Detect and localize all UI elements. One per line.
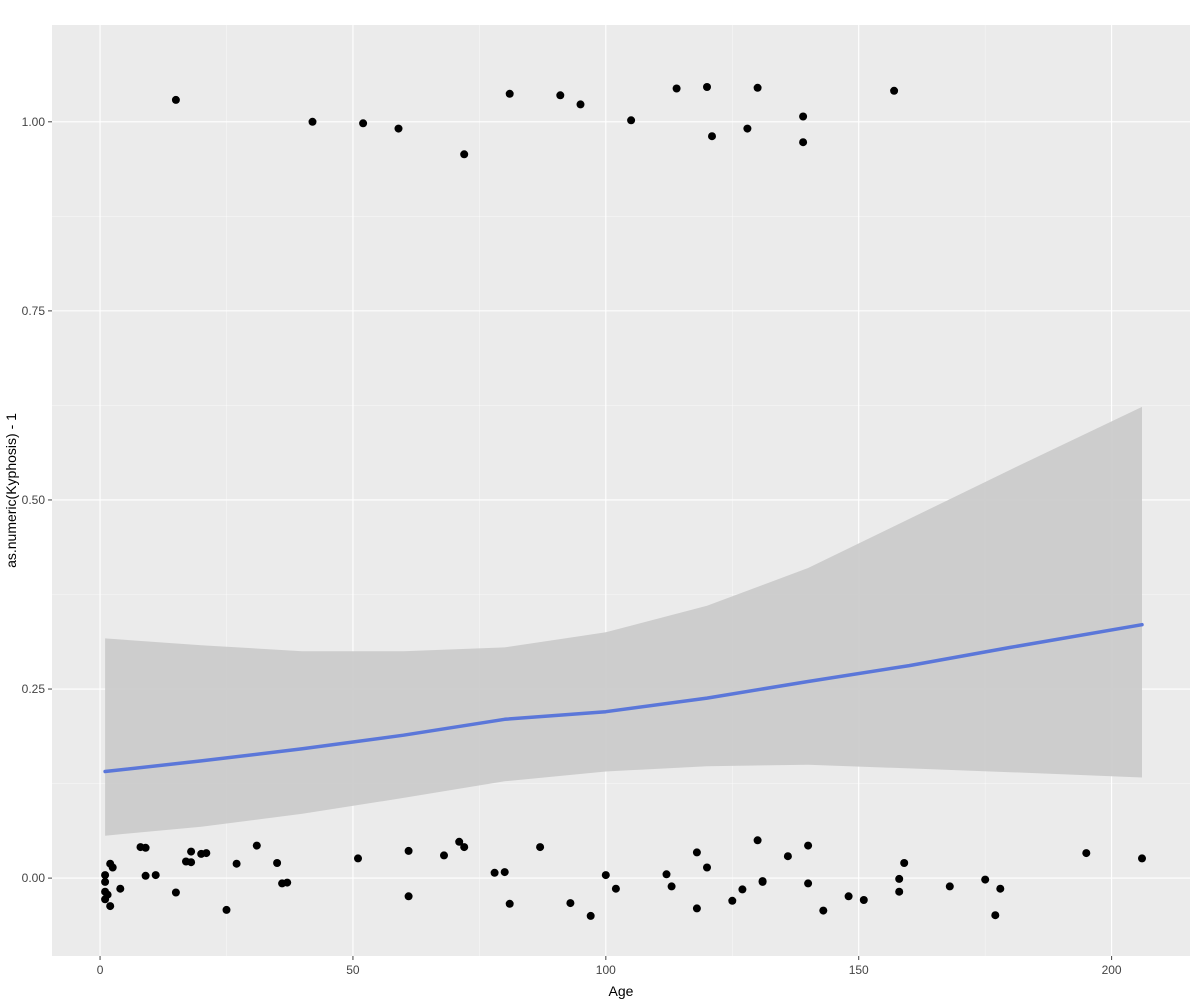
data-point	[404, 846, 413, 855]
y-tick-label: 0.00	[22, 871, 46, 885]
data-point	[799, 112, 808, 121]
data-point	[187, 858, 196, 867]
y-tick-label: 0.25	[22, 682, 46, 696]
data-point	[895, 887, 904, 896]
y-axis-title: as.numeric(Kyphosis) - 1	[3, 413, 19, 568]
data-point	[844, 892, 853, 901]
data-point	[232, 859, 241, 868]
data-point	[804, 841, 813, 850]
data-point	[566, 899, 575, 908]
data-point	[101, 877, 110, 886]
x-tick-label: 150	[849, 963, 869, 977]
data-point	[586, 911, 595, 920]
x-tick-label: 100	[596, 963, 616, 977]
data-point	[753, 836, 762, 845]
data-point	[490, 868, 499, 877]
data-point	[404, 892, 413, 901]
data-point	[981, 875, 990, 884]
data-point	[505, 89, 514, 98]
data-point	[672, 84, 681, 93]
y-tick-label: 0.50	[22, 493, 46, 507]
data-point	[758, 877, 767, 886]
data-point	[171, 888, 180, 897]
x-tick-label: 50	[346, 963, 360, 977]
data-point	[103, 890, 112, 899]
data-point	[394, 124, 403, 133]
data-point	[460, 843, 469, 852]
data-point	[996, 884, 1005, 893]
data-point	[283, 878, 292, 887]
data-point	[703, 83, 711, 91]
data-point	[804, 879, 813, 888]
data-point	[1082, 849, 1091, 858]
data-point	[141, 843, 150, 852]
data-point	[895, 874, 904, 883]
x-tick-label: 200	[1102, 963, 1122, 977]
data-point	[460, 150, 469, 159]
data-point	[743, 124, 752, 133]
data-point	[536, 843, 545, 852]
data-point	[308, 117, 317, 126]
data-point	[500, 868, 509, 877]
data-point	[708, 132, 716, 141]
data-point	[151, 871, 160, 880]
data-point	[728, 896, 737, 905]
data-point	[556, 91, 565, 100]
data-point	[819, 906, 828, 915]
smooth-line-layer	[103, 622, 1144, 774]
x-tick-label: 0	[97, 963, 104, 977]
data-point	[108, 863, 117, 872]
data-point	[783, 852, 792, 861]
x-axis-ticks: 0 50 100 150 200	[97, 956, 1122, 977]
data-point	[222, 905, 231, 914]
data-point	[116, 884, 125, 893]
data-point	[202, 849, 211, 858]
data-point	[505, 899, 514, 908]
data-point	[252, 841, 261, 850]
data-point	[667, 882, 676, 891]
data-point	[900, 859, 909, 867]
data-point	[662, 870, 671, 879]
data-point	[273, 859, 282, 867]
data-point	[627, 116, 636, 125]
data-point	[799, 138, 808, 147]
data-point	[576, 100, 585, 109]
data-point	[945, 882, 954, 891]
scatter-points	[101, 83, 1146, 920]
data-point	[703, 863, 711, 872]
y-axis-ticks: 0.00 0.25 0.50 0.75 1.00	[22, 115, 52, 885]
data-point	[991, 911, 1000, 920]
data-point	[692, 848, 701, 857]
data-point	[106, 902, 115, 911]
data-point	[611, 884, 620, 893]
smooth-line	[103, 622, 1144, 774]
data-point	[859, 896, 868, 904]
data-point	[692, 904, 701, 913]
data-point	[440, 851, 448, 860]
y-tick-label: 0.75	[22, 304, 46, 318]
data-point	[455, 837, 464, 846]
y-tick-label: 1.00	[22, 115, 46, 129]
data-point	[359, 119, 368, 128]
data-point	[141, 871, 150, 880]
data-point	[101, 871, 110, 880]
data-point	[890, 86, 899, 95]
data-point	[738, 885, 747, 894]
confidence-ribbon	[105, 406, 1143, 836]
x-axis-title: Age	[609, 983, 634, 999]
confidence-band	[105, 406, 1143, 836]
data-point	[354, 854, 362, 863]
data-point	[171, 95, 180, 104]
data-point	[1138, 854, 1146, 863]
data-point	[187, 847, 196, 856]
data-point	[601, 871, 610, 880]
data-point	[753, 83, 762, 92]
